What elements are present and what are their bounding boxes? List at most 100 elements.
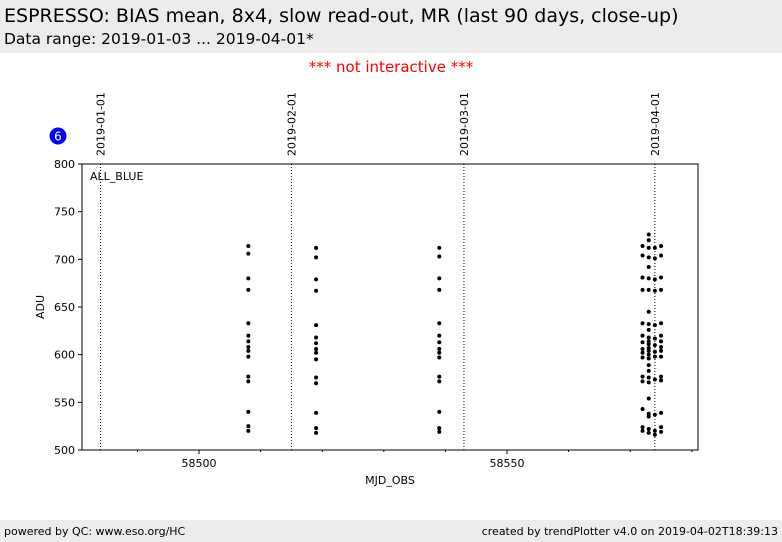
footer-powered-by: powered by QC: www.eso.org/HC [4,525,186,538]
y-tick-label: 600 [54,349,75,362]
data-point [246,424,251,429]
data-point [652,256,657,261]
data-point [314,430,319,435]
data-point [646,255,651,260]
data-point [659,378,664,383]
data-point [640,407,645,412]
data-point [246,348,251,353]
count-badge-label: 6 [54,130,62,144]
data-point [646,232,651,237]
count-badge: 6 [49,127,67,145]
data-point [640,321,645,326]
data-point [437,374,442,379]
data-point [646,411,651,416]
data-point [652,354,657,359]
data-point [437,350,442,355]
data-point [314,288,319,293]
data-point [659,410,664,415]
data-point [437,254,442,259]
data-point [314,245,319,250]
data-point [646,322,651,327]
data-point [659,275,664,280]
plot-frame [81,163,699,451]
data-point [246,243,251,248]
header-band: ESPRESSO: BIAS mean, 8x4, slow read-out,… [0,0,782,53]
footer-created-by: created by trendPlotter v4.0 on 2019-04-… [481,525,778,538]
data-point [640,340,645,345]
y-tick-label: 650 [54,301,75,314]
data-point [646,342,651,347]
page-title: ESPRESSO: BIAS mean, 8x4, slow read-out,… [4,5,679,27]
data-point [659,348,664,353]
count-badge-circle [49,127,67,145]
data-point [652,336,657,341]
data-point [646,380,651,385]
data-point [659,243,664,248]
data-point [314,341,319,346]
data-point [652,323,657,328]
data-point [640,379,645,384]
data-point [640,333,645,338]
data-point [659,287,664,292]
date-markers: 2019-01-01 2019-02-01 2019-03-01 2019-04-01 [94,92,662,450]
data-point [659,354,664,359]
data-point [646,356,651,361]
data-point [246,339,251,344]
data-point [437,429,442,434]
date-marker-label: 2019-04-01 [649,92,662,156]
data-point [437,276,442,281]
y-axis-label: ADU [34,295,47,319]
x-tick-label: 58550 [490,457,525,470]
axes: 500 550 600 650 700 750 800 58500 58550 [54,158,699,470]
date-marker-label: 2019-01-01 [94,92,107,156]
data-point [646,352,651,357]
data-point [640,428,645,433]
data-point [646,287,651,292]
data-point [646,363,651,368]
data-point [646,375,651,380]
data-point [652,245,657,250]
data-point [646,368,651,373]
data-point [246,374,251,379]
data-point [659,374,664,379]
data-point [646,348,651,353]
data-point [659,429,664,434]
data-point [646,427,651,432]
not-interactive-notice: *** not interactive *** [308,58,474,76]
date-marker-label: 2019-03-01 [458,92,471,156]
data-point [646,238,651,243]
data-point [246,287,251,292]
data-point [646,245,651,250]
data-point [314,426,319,431]
date-marker-label: 2019-02-01 [285,92,298,156]
data-point [314,350,319,355]
data-point [640,346,645,351]
data-point [314,357,319,362]
data-point [646,345,651,350]
data-range-subtitle: Data range: 2019-01-03 ... 2019-04-01* [4,30,314,48]
data-point [646,396,651,401]
data-point [659,333,664,338]
data-point [640,350,645,355]
data-point [640,287,645,292]
panel-label: ALL_BLUE [90,170,143,183]
data-point [659,321,664,326]
data-point [437,287,442,292]
data-point [314,375,319,380]
data-point [646,339,651,344]
data-point [437,355,442,360]
x-axis-label: MJD_OBS [365,474,415,487]
data-point [646,327,651,332]
data-point [652,428,657,433]
data-point [640,275,645,280]
data-point [646,264,651,269]
data-point [246,276,251,281]
data-point [659,253,664,258]
data-point [652,432,657,437]
data-point [646,276,651,281]
data-point [652,288,657,293]
data-point [246,333,251,338]
data-point [659,345,664,350]
data-point [646,430,651,435]
